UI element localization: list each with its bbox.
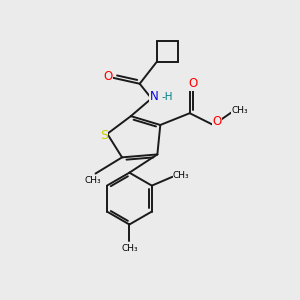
Text: CH₃: CH₃	[84, 176, 101, 185]
Text: CH₃: CH₃	[121, 244, 138, 253]
Text: O: O	[212, 115, 221, 128]
Text: S: S	[100, 129, 108, 142]
Text: N: N	[149, 90, 158, 103]
Text: -H: -H	[162, 92, 173, 102]
Text: O: O	[103, 70, 112, 83]
Text: O: O	[189, 77, 198, 90]
Text: CH₃: CH₃	[232, 106, 248, 115]
Text: CH₃: CH₃	[173, 171, 190, 180]
